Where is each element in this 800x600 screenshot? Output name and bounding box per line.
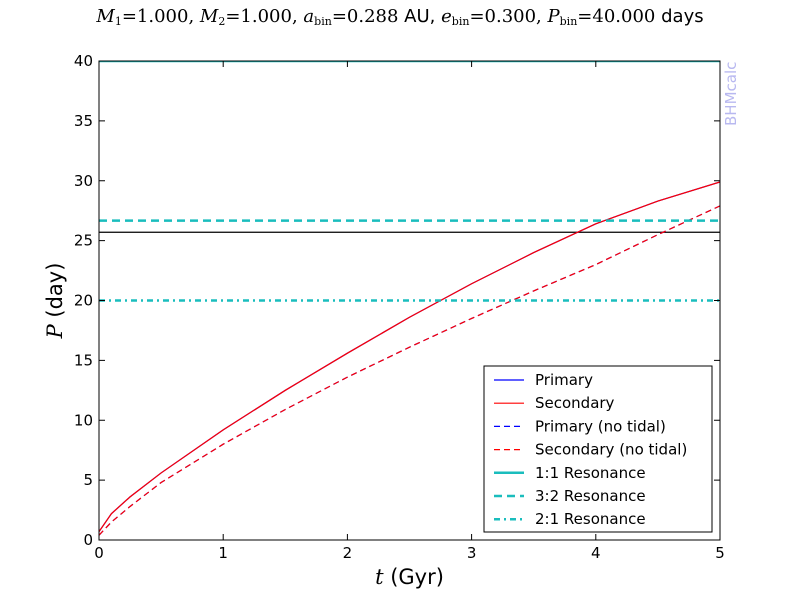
legend-label-2: Primary (no tidal) — [535, 417, 666, 435]
x-tick-label-3: 3 — [467, 544, 477, 562]
y-tick-label-2: 10 — [74, 411, 93, 429]
y-tick-label-1: 5 — [83, 471, 93, 489]
axes: 0 1 2 3 4 5 0 5 10 15 20 25 30 35 40 t (Gyr) P (day) — [43, 52, 725, 589]
y-tick-label-0: 0 — [83, 531, 93, 549]
y-tick-label-3: 15 — [74, 351, 93, 369]
legend-label-3: Secondary (no tidal) — [535, 441, 687, 459]
x-tick-label-0: 0 — [94, 544, 104, 562]
legend-label-4: 1:1 Resonance — [535, 464, 646, 482]
y-tick-label-4: 20 — [74, 292, 93, 310]
legend-label-1: Secondary — [535, 394, 615, 412]
plot-area — [99, 61, 720, 536]
legend-label-6: 2:1 Resonance — [535, 510, 646, 528]
chart-title: M1=1.000, M2=1.000, abin=0.288 AU, ebin=… — [96, 6, 704, 28]
y-tick-label-6: 30 — [74, 172, 93, 190]
x-tick-label-2: 2 — [343, 544, 353, 562]
x-tick-label-1: 1 — [218, 544, 228, 562]
x-axis-label: t (Gyr) — [375, 565, 444, 589]
x-tick-label-4: 4 — [591, 544, 601, 562]
plot-series — [99, 61, 720, 536]
y-tick-label-8: 40 — [74, 52, 93, 70]
y-tick-label-5: 25 — [74, 232, 93, 250]
legend-label-0: Primary — [535, 371, 593, 389]
legend-label-5: 3:2 Resonance — [535, 487, 646, 505]
x-tick-label-5: 5 — [715, 544, 725, 562]
legend-box — [483, 365, 713, 533]
series-3-line — [99, 205, 720, 536]
y-tick-label-7: 35 — [74, 112, 93, 130]
series-1-line — [99, 181, 720, 532]
legend: Primary Secondary Primary (no tidal) Second… — [483, 365, 713, 533]
y-axis-label: P (day) — [43, 263, 67, 340]
